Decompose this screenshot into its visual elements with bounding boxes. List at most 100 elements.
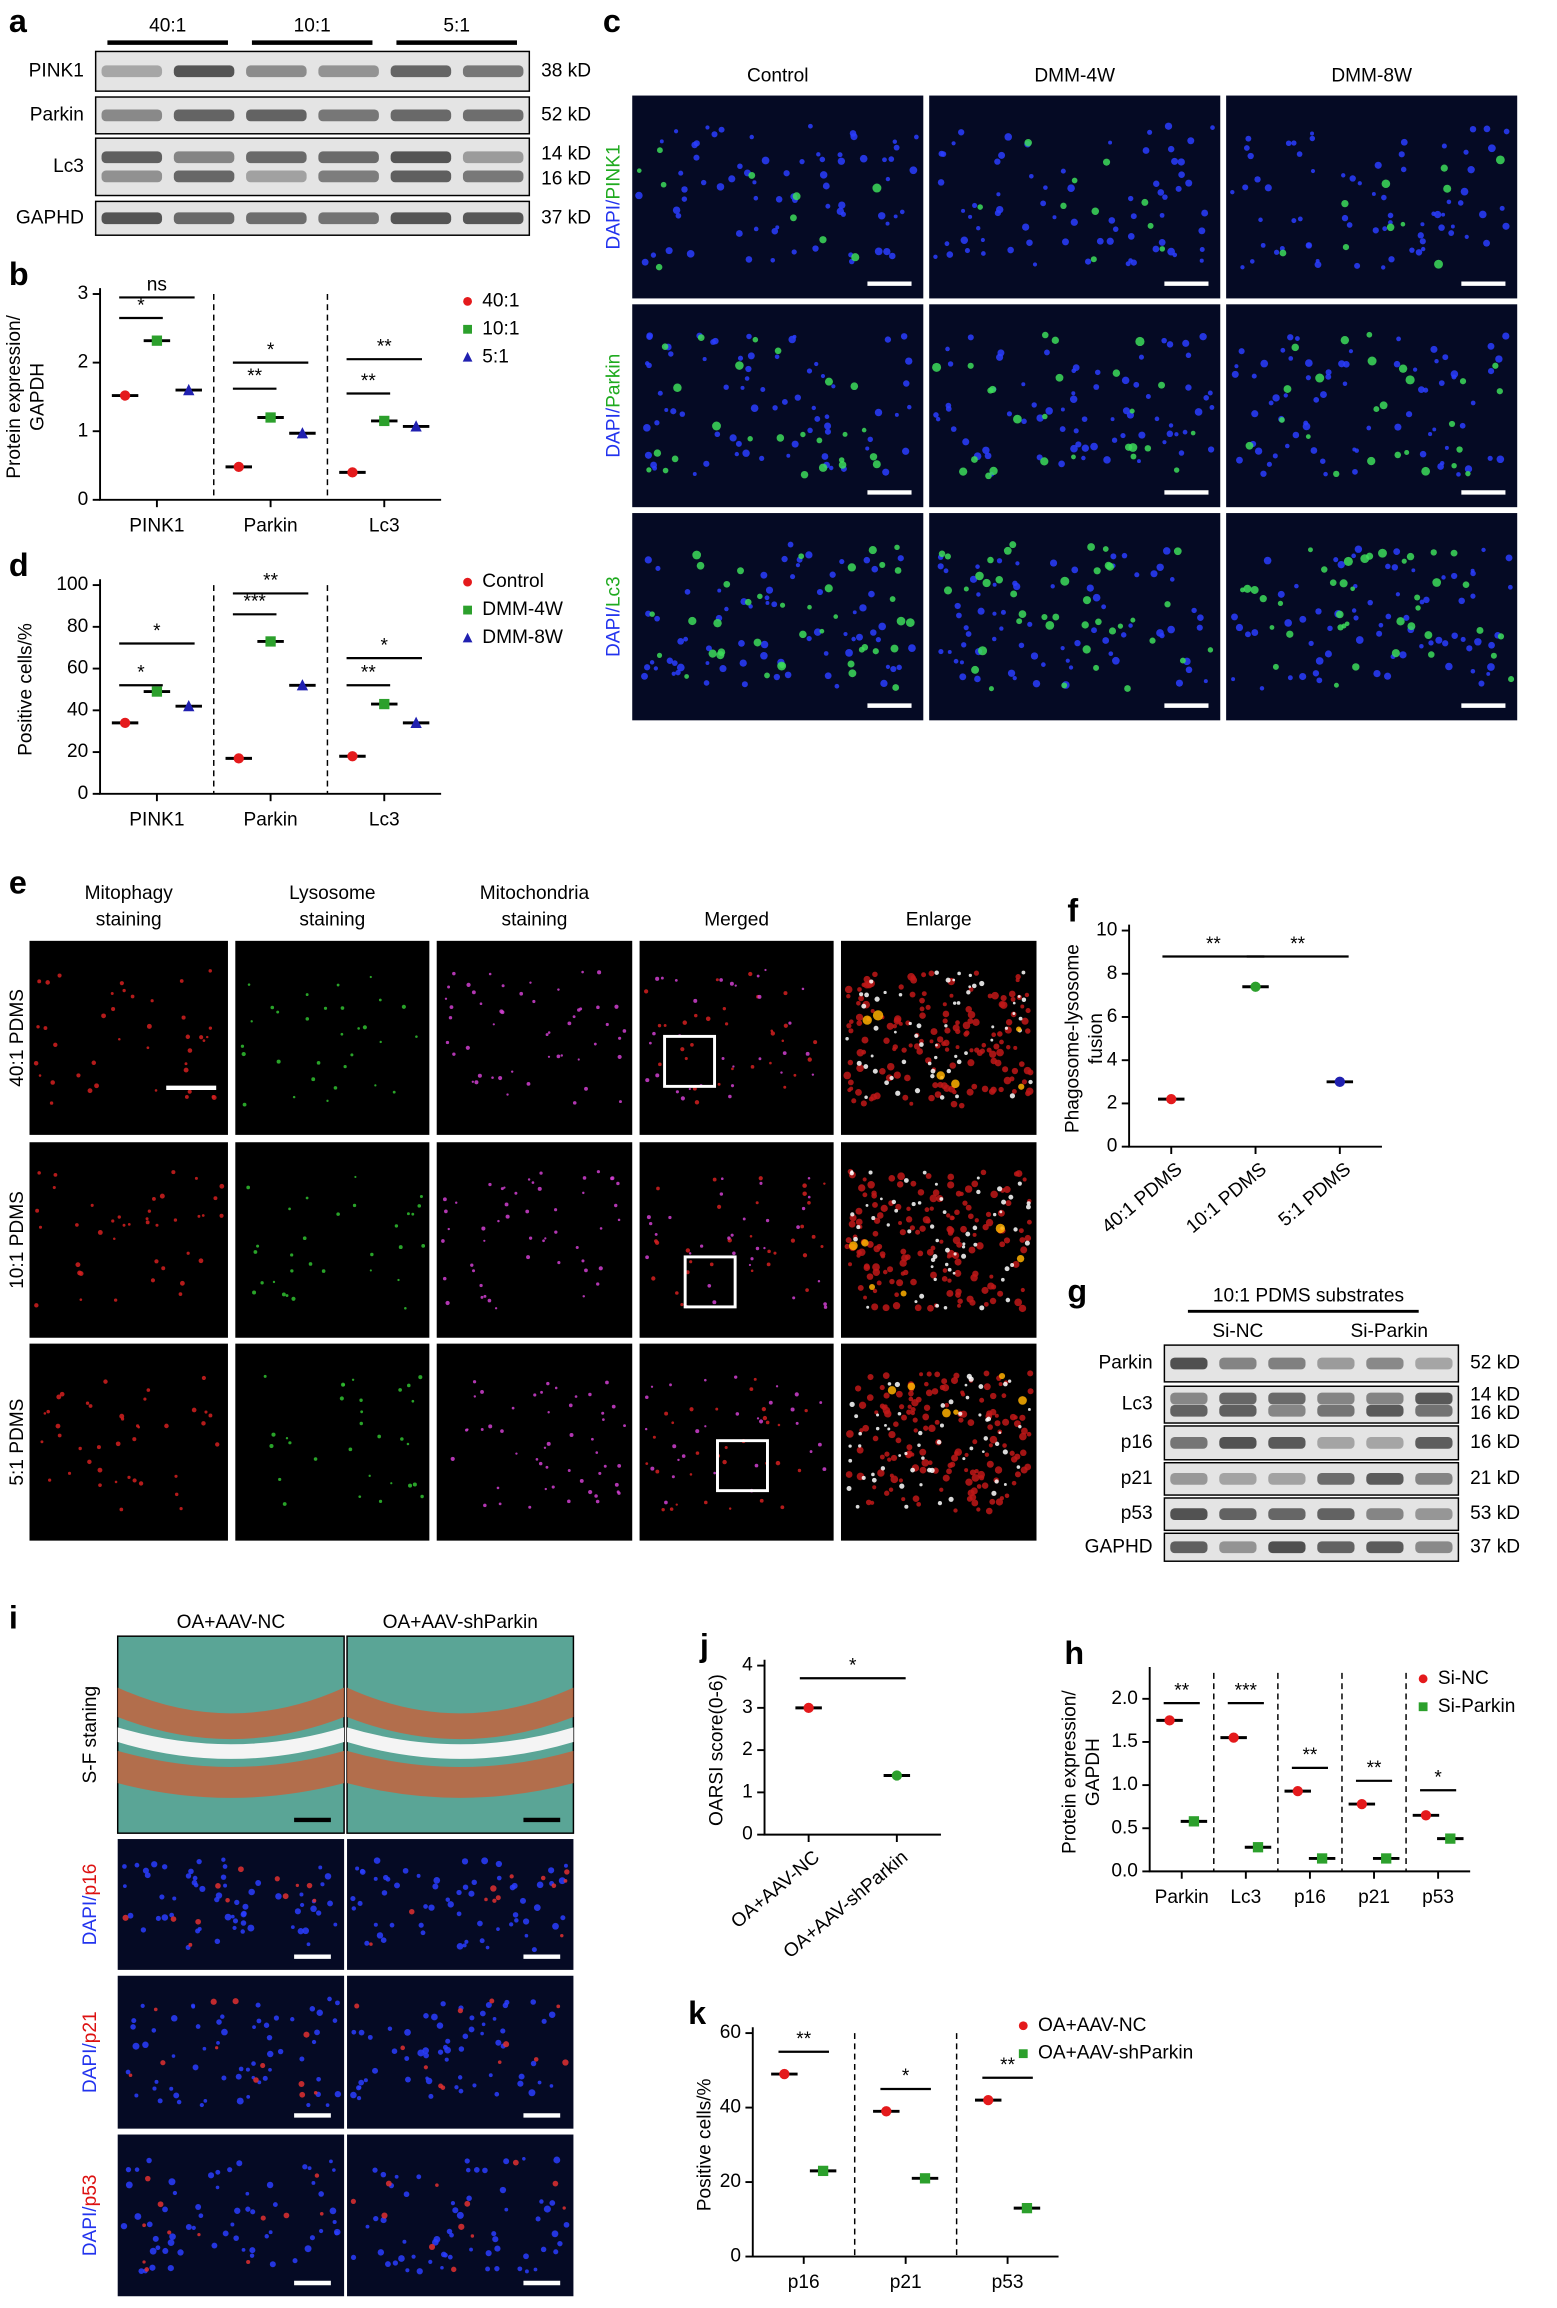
cell	[649, 1041, 652, 1045]
point	[1292, 1785, 1303, 1797]
cell	[882, 1406, 891, 1415]
cell	[234, 2207, 241, 2214]
cell	[715, 978, 719, 982]
cell	[167, 2264, 174, 2272]
cell	[1164, 601, 1171, 608]
cell	[440, 2251, 447, 2258]
cell	[972, 1439, 978, 1445]
cell	[885, 664, 891, 669]
cell	[704, 1500, 708, 1505]
cell	[1121, 552, 1128, 559]
cell	[530, 2060, 537, 2067]
cell	[1150, 570, 1158, 578]
cell	[1250, 585, 1259, 594]
cell	[930, 1068, 936, 1074]
point	[265, 412, 276, 423]
cell	[1287, 675, 1293, 681]
cell	[769, 1061, 772, 1065]
cell	[845, 1471, 853, 1478]
cell	[849, 1019, 854, 1024]
cell	[942, 1018, 948, 1024]
blot-band	[1366, 1357, 1404, 1370]
cell	[1009, 541, 1017, 549]
cell	[892, 1044, 898, 1050]
cell	[519, 991, 524, 996]
cell	[1481, 547, 1486, 553]
cell	[1272, 663, 1279, 670]
cell	[727, 1236, 731, 1240]
cell	[219, 1183, 225, 1189]
cell	[953, 1508, 958, 1513]
cell	[90, 1203, 94, 1207]
cell	[1172, 252, 1178, 258]
row-label: S-F staning	[80, 1686, 101, 1784]
cell	[122, 1864, 127, 1869]
cell	[1173, 547, 1182, 556]
cell	[1070, 218, 1078, 226]
cell	[540, 1875, 546, 1881]
cell	[887, 1386, 897, 1395]
cell	[37, 1171, 41, 1175]
cell	[1027, 1408, 1031, 1411]
sig-label: **	[361, 663, 376, 684]
cell	[138, 2268, 145, 2275]
cell	[385, 1876, 391, 1882]
cell	[1147, 222, 1154, 229]
cell	[120, 2222, 128, 2230]
cell	[775, 1460, 781, 1466]
cell	[415, 1035, 418, 1038]
cell	[491, 2231, 497, 2237]
cell	[941, 1378, 948, 1385]
cell	[176, 2099, 182, 2105]
cell	[705, 645, 712, 652]
panel-label: a	[9, 3, 28, 39]
cell	[976, 1484, 982, 1489]
cell	[281, 1292, 286, 1297]
cell	[883, 990, 887, 995]
cell	[1394, 423, 1402, 431]
legend-label: 40:1	[482, 290, 519, 311]
cell	[934, 1055, 938, 1060]
cell	[1020, 1246, 1028, 1254]
cell	[1299, 615, 1307, 623]
cell	[378, 998, 382, 1002]
cell	[848, 1028, 854, 1034]
sig-label: *	[267, 340, 275, 361]
cell	[956, 1001, 961, 1005]
cell	[788, 1021, 792, 1025]
cell	[462, 1943, 467, 1948]
cell	[377, 2249, 385, 2256]
cell	[245, 2191, 250, 2196]
cell	[793, 1073, 797, 1077]
cell	[899, 1404, 905, 1410]
cell	[749, 134, 754, 140]
cell	[179, 979, 184, 983]
column-label: Merged	[704, 909, 769, 930]
cell	[1022, 223, 1030, 231]
micrograph	[1226, 513, 1518, 721]
cell	[973, 970, 980, 976]
cell	[1250, 259, 1255, 264]
cell	[450, 1456, 455, 1461]
cell	[1376, 630, 1383, 637]
cell	[468, 2026, 475, 2033]
cell	[1130, 259, 1137, 266]
y-tick-label: 8	[1107, 963, 1118, 984]
cell	[215, 2185, 220, 2190]
cell	[201, 1421, 206, 1426]
column-label: staining	[96, 909, 162, 930]
cell	[302, 1927, 310, 1935]
cell	[807, 427, 813, 434]
cell	[1251, 629, 1259, 636]
cell	[1432, 578, 1442, 587]
cell	[807, 604, 812, 610]
cell	[978, 646, 988, 656]
cell	[428, 2093, 434, 2099]
cell	[863, 1064, 869, 1069]
cell	[1102, 546, 1109, 552]
cell	[884, 1451, 890, 1457]
cell	[947, 1230, 954, 1236]
cell	[1418, 386, 1425, 393]
cell	[817, 1280, 821, 1283]
cell	[483, 1503, 487, 1508]
